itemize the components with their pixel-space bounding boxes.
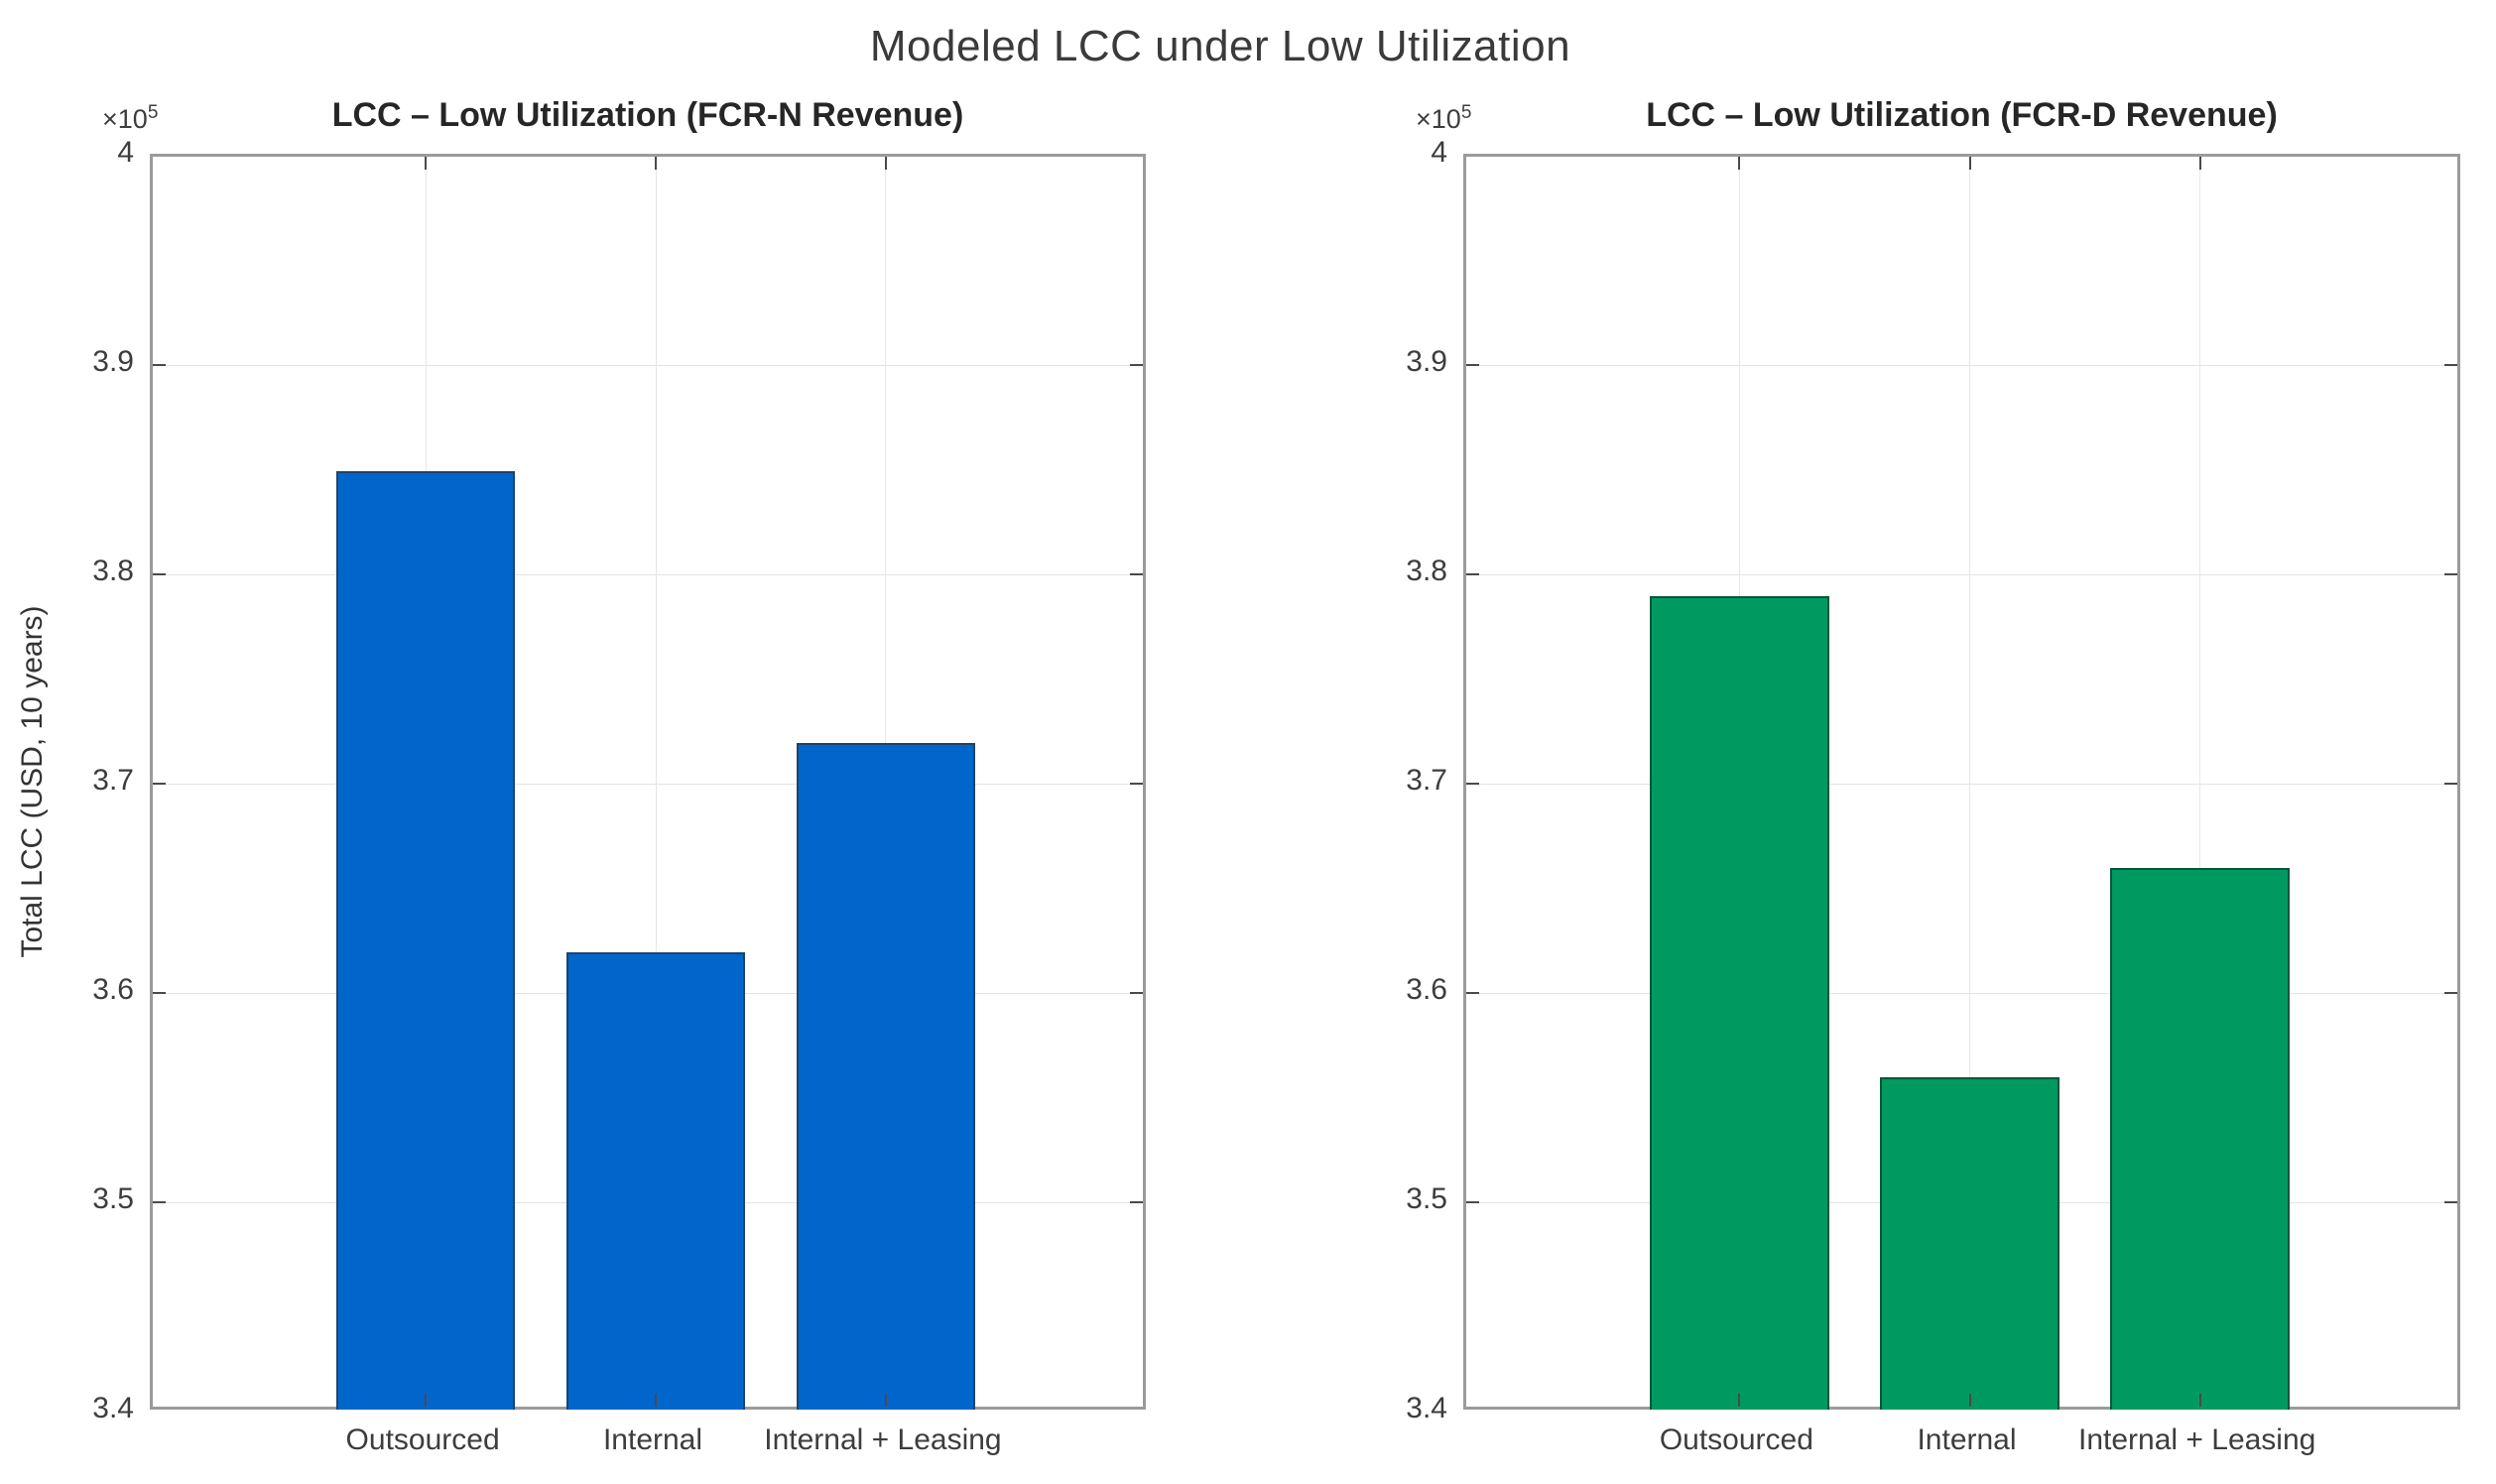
y-tick-label: 3.8 xyxy=(92,555,134,587)
y-tick-label: 3.4 xyxy=(92,1392,134,1424)
bar-outsourced xyxy=(1649,596,1829,1410)
x-tick-mark-bottom xyxy=(884,1394,887,1407)
bar-internal xyxy=(565,951,746,1410)
x-tick-mark-top xyxy=(884,157,887,170)
x-tick-mark-bottom xyxy=(2198,1394,2201,1407)
y-exponent-base: ×10 xyxy=(102,104,148,134)
x-tick-mark-top xyxy=(1968,157,1971,170)
y-tick-mark-left xyxy=(153,1200,166,1203)
grid-line-x xyxy=(1969,157,1971,1407)
x-tick-label: Internal xyxy=(1917,1423,2017,1456)
x-tick-mark-top xyxy=(1738,157,1741,170)
y-tick-mark-right xyxy=(1130,572,1143,575)
x-tick-label: Internal + Leasing xyxy=(2078,1423,2316,1456)
grid-line-x xyxy=(655,157,657,1407)
y-tick-mark-left xyxy=(153,991,166,994)
y-tick-mark-left xyxy=(1466,363,1479,366)
subplot-title-fcr-d: LCC – Low Utilization (FCR-D Revenue) xyxy=(1646,96,2278,134)
x-tick-mark-bottom xyxy=(1968,1394,1971,1407)
y-tick-mark-right xyxy=(2444,782,2457,785)
x-tick-mark-top xyxy=(655,157,658,170)
bar-internal xyxy=(1880,1077,2059,1410)
y-tick-mark-right xyxy=(2444,363,2457,366)
y-tick-mark-right xyxy=(1130,782,1143,785)
plot-area-fcr-d xyxy=(1463,154,2460,1410)
y-tick-label: 3.4 xyxy=(1406,1392,1447,1424)
y-tick-label: 3.9 xyxy=(1406,345,1447,378)
y-tick-label: 3.5 xyxy=(92,1182,134,1215)
x-tick-label: Internal xyxy=(602,1423,703,1456)
y-tick-mark-left xyxy=(153,782,166,785)
y-tick-mark-left xyxy=(153,572,166,575)
y-exponent-power: 5 xyxy=(147,102,159,123)
grid-line-x xyxy=(2199,157,2201,1407)
y-tick-mark-right xyxy=(1130,991,1143,994)
x-tick-mark-bottom xyxy=(655,1394,658,1407)
grid-line-y xyxy=(1466,573,2457,575)
x-tick-mark-bottom xyxy=(425,1394,428,1407)
y-tick-label: 3.9 xyxy=(92,345,134,378)
y-axis-exponent: ×105 xyxy=(102,102,158,135)
subplot-fcr-n: LCC – Low Utilization (FCR-N Revenue) ×1… xyxy=(16,96,1146,1456)
x-tick-mark-top xyxy=(425,157,428,170)
y-tick-mark-right xyxy=(2444,991,2457,994)
y-exponent-base: ×10 xyxy=(1416,104,1461,134)
bar-internal-leasing xyxy=(796,742,976,1410)
y-tick-mark-right xyxy=(2444,572,2457,575)
x-tick-mark-top xyxy=(2198,157,2201,170)
bar-internal-leasing xyxy=(2110,868,2291,1410)
x-tick-label: Outsourced xyxy=(345,1423,500,1456)
x-tick-label: Internal + Leasing xyxy=(764,1423,1002,1456)
y-tick-label: 3.7 xyxy=(1406,764,1447,797)
x-tick-mark-bottom xyxy=(1738,1394,1741,1407)
y-tick-label: 4 xyxy=(117,136,134,169)
y-tick-mark-left xyxy=(1466,991,1479,994)
y-tick-label: 4 xyxy=(1431,136,1447,169)
y-tick-mark-left xyxy=(153,363,166,366)
grid-line-y xyxy=(153,783,1143,785)
y-tick-label: 3.6 xyxy=(1406,973,1447,1006)
y-axis-exponent: ×105 xyxy=(1416,102,1471,135)
grid-line-y xyxy=(1466,992,2457,994)
plot-area-fcr-n xyxy=(150,154,1146,1410)
subplot-title-fcr-n: LCC – Low Utilization (FCR-N Revenue) xyxy=(331,96,964,134)
grid-line-y xyxy=(1466,364,2457,366)
bar-outsourced xyxy=(335,470,516,1410)
y-tick-mark-left xyxy=(1466,1200,1479,1203)
y-tick-mark-right xyxy=(1130,1200,1143,1203)
y-tick-mark-left xyxy=(1466,572,1479,575)
grid-line-y xyxy=(153,364,1143,366)
subplot-fcr-d: LCC – Low Utilization (FCR-D Revenue) ×1… xyxy=(1406,96,2460,1456)
x-tick-label: Outsourced xyxy=(1659,1423,1813,1456)
grid-line-y xyxy=(1466,783,2457,785)
y-tick-mark-right xyxy=(2444,1200,2457,1203)
y-tick-label: 3.5 xyxy=(1406,1182,1447,1215)
y-exponent-power: 5 xyxy=(1460,102,1472,123)
y-tick-label: 3.8 xyxy=(1406,555,1447,587)
figure-title: Modeled LCC under Low Utilization xyxy=(869,22,1571,70)
y-tick-label: 3.6 xyxy=(92,973,134,1006)
y-tick-mark-left xyxy=(1466,782,1479,785)
y-tick-label: 3.7 xyxy=(92,764,134,797)
grid-line-y xyxy=(153,573,1143,575)
y-tick-mark-right xyxy=(1130,363,1143,366)
